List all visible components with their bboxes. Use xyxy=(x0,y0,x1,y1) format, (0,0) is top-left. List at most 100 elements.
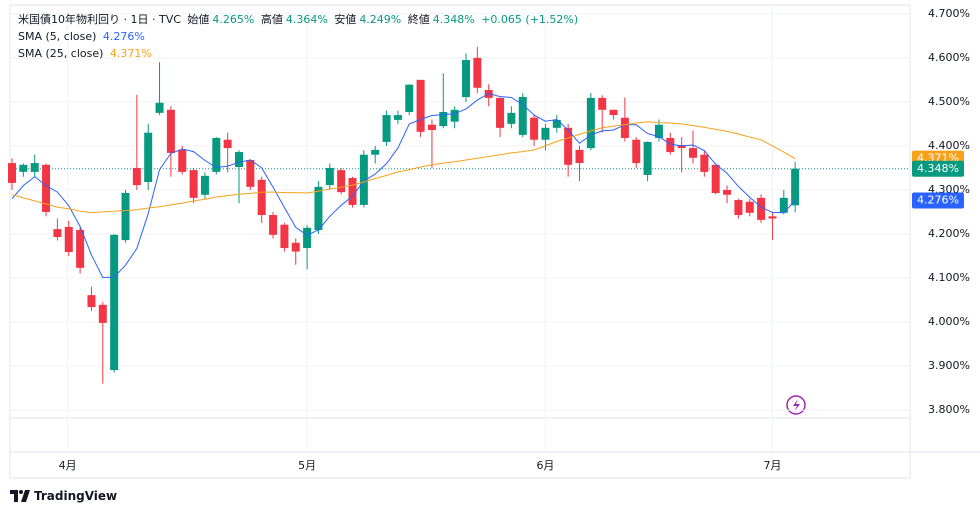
candle-body xyxy=(666,137,675,153)
candle-body xyxy=(518,97,527,135)
legend-row: SMA (5, close) 4.276% xyxy=(18,28,581,45)
candle-body xyxy=(291,242,300,252)
candle-body xyxy=(110,234,119,371)
event-icon[interactable] xyxy=(786,395,806,415)
candle-body xyxy=(246,159,255,187)
candle-body xyxy=(223,139,232,149)
candle-body xyxy=(405,84,414,112)
y-tick-label: 3.800% xyxy=(928,403,970,416)
candle-body xyxy=(586,97,595,149)
candle-body xyxy=(507,112,516,124)
candle-body xyxy=(700,154,709,172)
candle-body xyxy=(462,60,470,98)
candle-body xyxy=(768,216,777,219)
candle-body xyxy=(348,178,357,205)
ohlc-value: 4.348% xyxy=(432,13,475,26)
candle-body xyxy=(541,127,550,140)
candle-body xyxy=(337,170,346,193)
price-tag-label: 4.348% xyxy=(917,162,959,175)
candle-body xyxy=(98,304,107,323)
candle-body xyxy=(235,152,243,168)
candle-body xyxy=(371,149,380,155)
price-tag-label: 4.276% xyxy=(917,193,959,206)
candle-body xyxy=(427,124,436,131)
x-tick-label: 7月 xyxy=(763,459,781,472)
candle-body xyxy=(393,115,402,120)
candle-body xyxy=(64,226,73,253)
ohlc-value: 4.364% xyxy=(285,13,328,26)
candle-body xyxy=(723,189,732,195)
sma-line xyxy=(11,121,796,214)
legend-row: SMA (25, close) 4.371% xyxy=(18,45,581,62)
candle-body xyxy=(643,141,652,175)
candle-body xyxy=(598,97,607,110)
y-tick-label: 4.600% xyxy=(928,51,970,64)
candle-body xyxy=(689,148,697,158)
y-tick-label: 4.000% xyxy=(928,315,970,328)
ohlc-label: 始値 xyxy=(187,13,210,26)
candle-body xyxy=(745,201,754,213)
candle-body xyxy=(711,164,720,194)
brand-logo xyxy=(10,490,30,502)
candle-body xyxy=(734,200,743,216)
price-tag xyxy=(912,160,964,177)
candle-body xyxy=(654,124,663,138)
candle-body xyxy=(189,170,198,198)
y-tick-label: 3.900% xyxy=(928,359,970,372)
y-tick-label: 4.200% xyxy=(928,227,970,240)
candle-body xyxy=(496,97,505,128)
candle-body xyxy=(564,127,573,165)
candle-body xyxy=(530,117,539,140)
y-tick-label: 4.500% xyxy=(928,95,970,108)
sma-value: 4.371% xyxy=(109,47,152,60)
candle-body xyxy=(132,167,141,186)
candle-body xyxy=(19,164,28,172)
sma-value: 4.276% xyxy=(102,30,145,43)
candle-body xyxy=(53,229,62,238)
candle-body xyxy=(257,179,266,216)
candle-body xyxy=(359,154,368,205)
candle-body xyxy=(8,163,16,183)
price-tag xyxy=(912,192,964,209)
legend-row: 米国債10年物利回り · 1日 · TVC 始値 4.265% 高値 4.364% … xyxy=(18,11,581,28)
candle-body xyxy=(416,79,425,132)
sma-line xyxy=(11,92,796,279)
y-tick-label: 4.400% xyxy=(928,139,970,152)
ohlc-value: 4.265% xyxy=(212,13,255,26)
candle-body xyxy=(166,109,175,153)
ohlc-label: 高値 xyxy=(260,13,283,26)
ohlc-label: 安値 xyxy=(334,13,357,26)
candle-body xyxy=(757,197,766,220)
candle-body xyxy=(620,117,629,138)
candle-body xyxy=(314,186,323,230)
candle-body xyxy=(609,109,618,116)
candle-body xyxy=(144,132,153,182)
brand-name: TradingView xyxy=(34,489,118,503)
candle-body xyxy=(200,175,209,195)
candle-body xyxy=(439,111,448,127)
candle-body xyxy=(212,137,221,172)
candle-body xyxy=(473,57,482,88)
symbol-title: 米国債10年物利回り · 1日 · TVC xyxy=(18,13,181,26)
ohlc-value: 4.249% xyxy=(359,13,402,26)
candle-body xyxy=(779,197,788,213)
candle-body xyxy=(303,227,312,249)
candle-body xyxy=(155,102,164,113)
change: +0.065 (+1.52%) xyxy=(481,13,579,26)
legend: 米国債10年物利回り · 1日 · TVC 始値 4.265% 高値 4.364% … xyxy=(18,11,581,62)
candle-body xyxy=(325,167,334,186)
sma-name: SMA (25, close) xyxy=(18,47,104,60)
grid xyxy=(10,5,910,452)
x-tick-label: 4月 xyxy=(59,459,77,472)
candle-body xyxy=(450,109,459,122)
candle-body xyxy=(42,164,51,212)
y-tick-label: 4.700% xyxy=(928,7,970,20)
candle-body xyxy=(575,149,584,164)
candle-body xyxy=(791,168,800,206)
y-tick-label: 4.100% xyxy=(928,271,970,284)
pane-frame xyxy=(9,4,911,479)
ohlc-label: 終値 xyxy=(407,13,430,26)
candle-body xyxy=(677,145,686,149)
